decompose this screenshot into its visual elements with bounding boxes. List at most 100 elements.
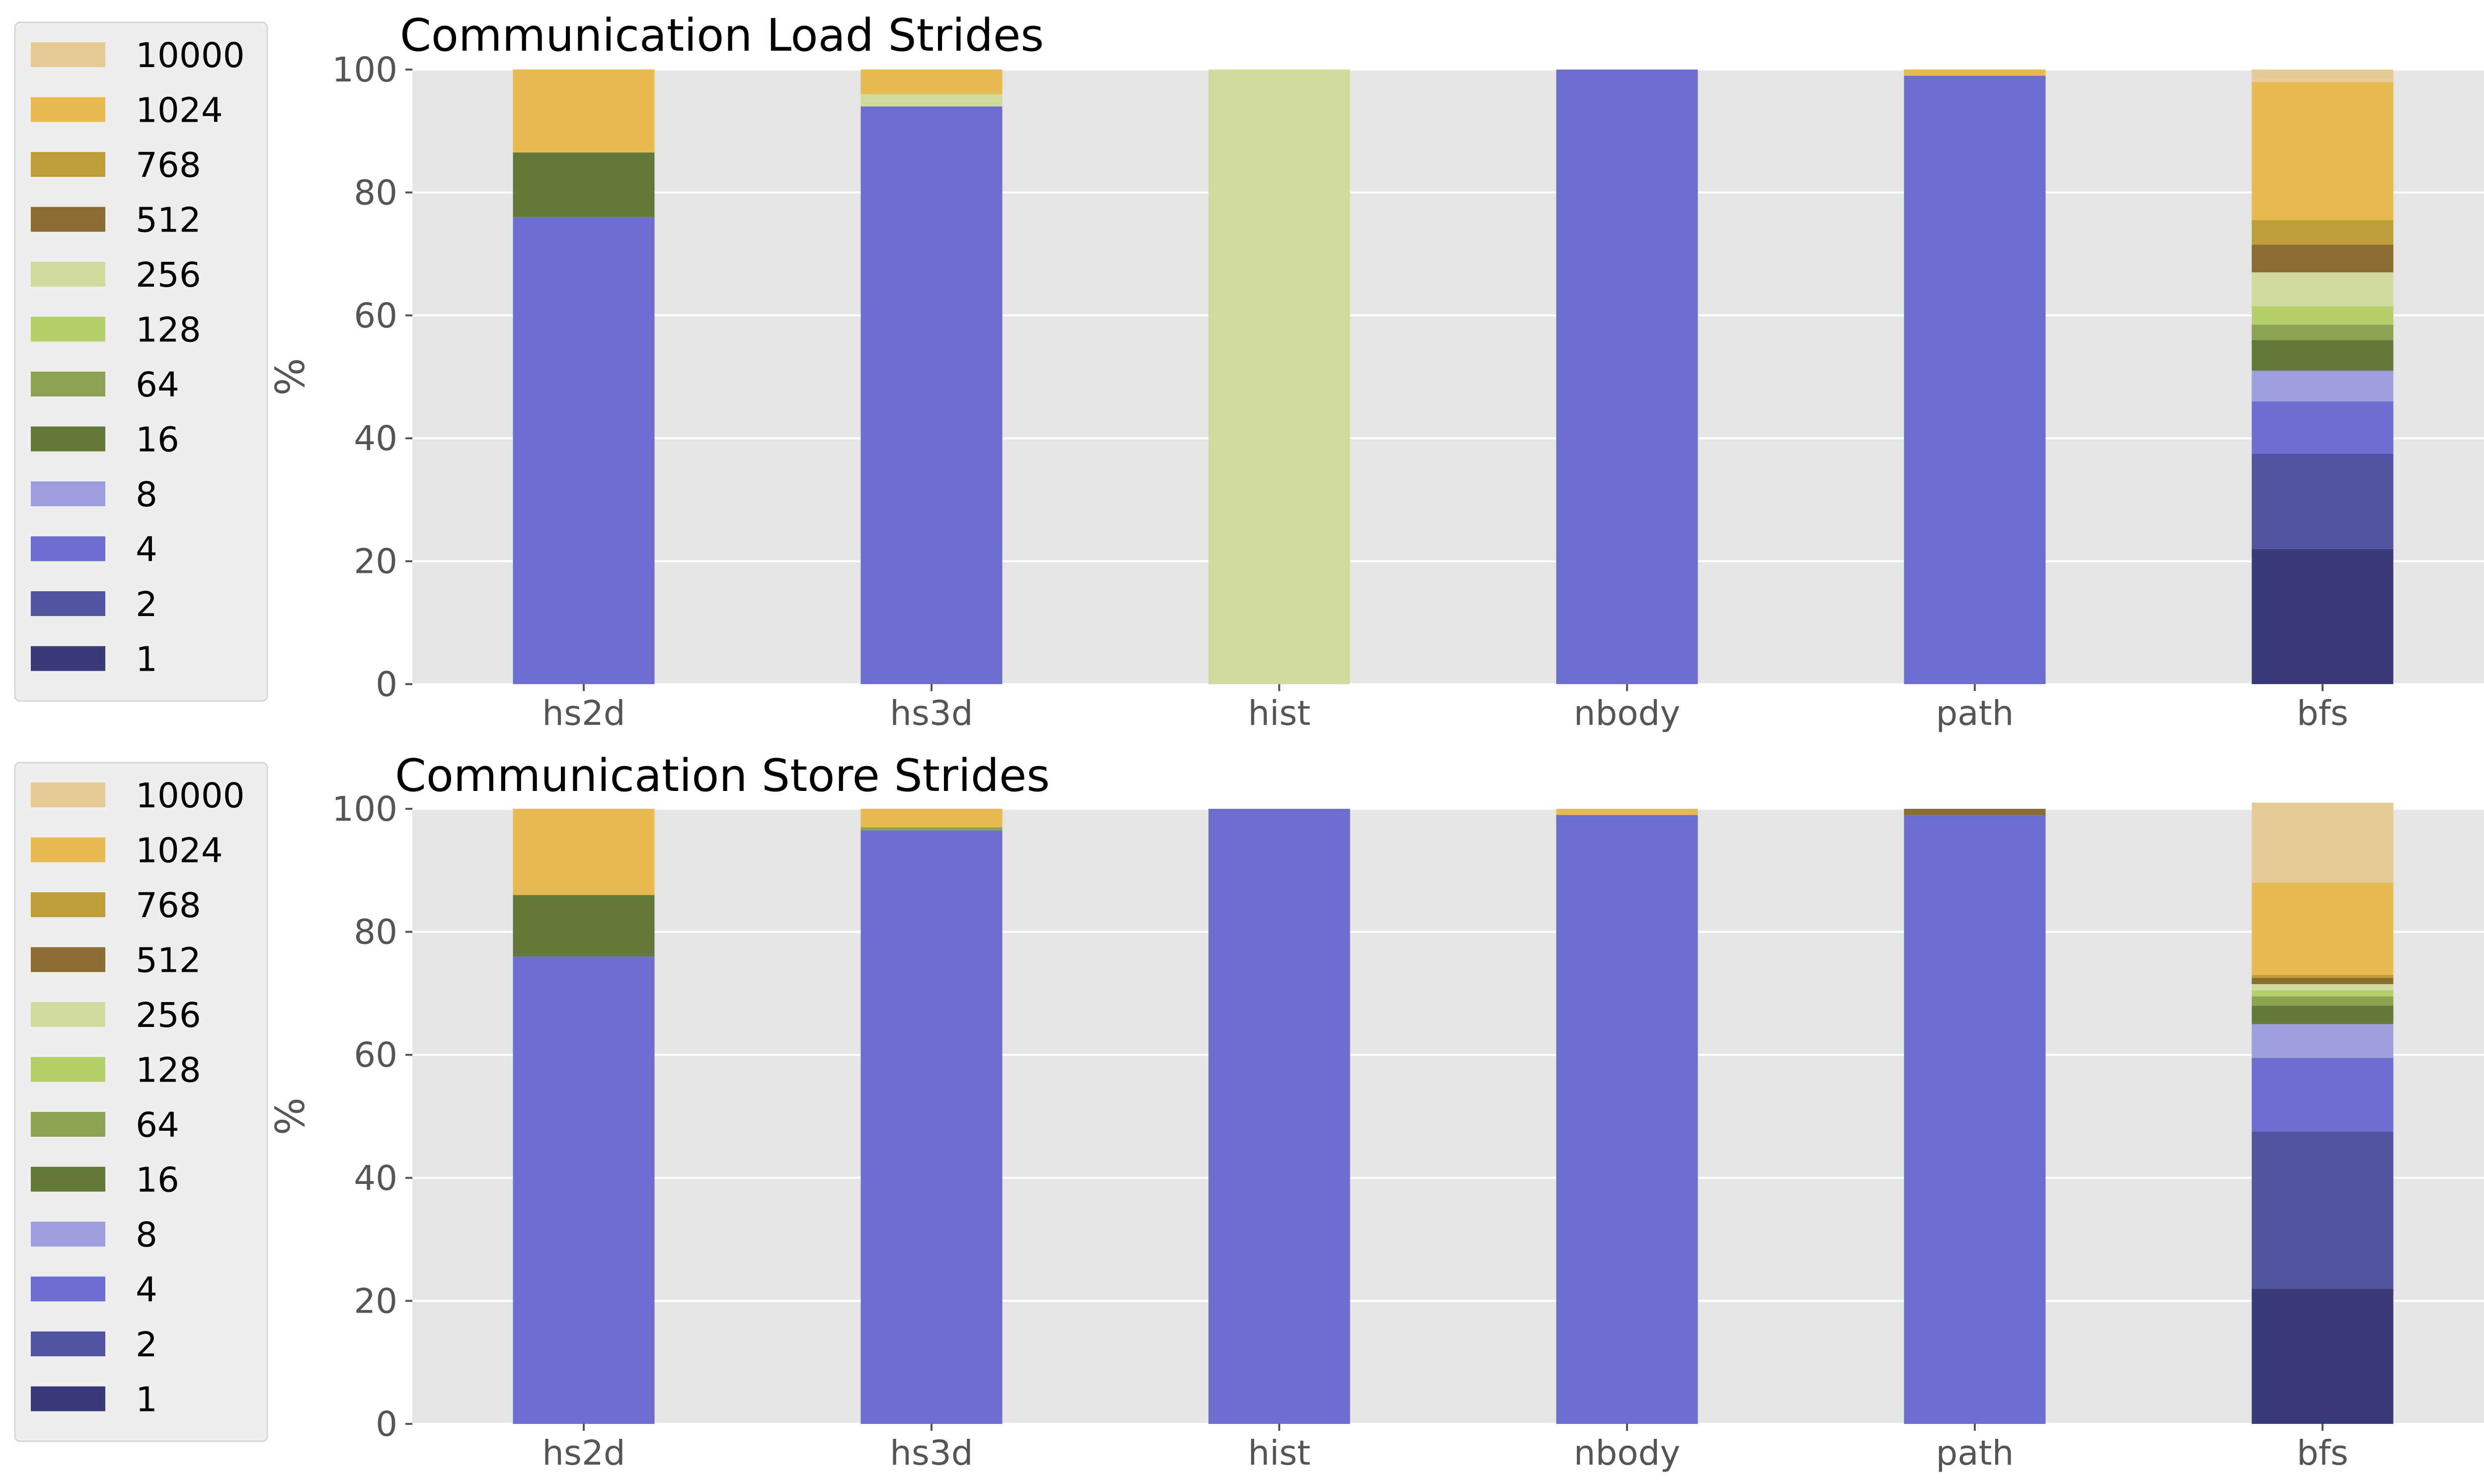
legend-swatch-16 xyxy=(31,1167,105,1192)
bar-segment-bfs-stride-128 xyxy=(2251,990,2394,997)
legend-swatch-64 xyxy=(31,1112,105,1137)
legend-label-1024: 1024 xyxy=(136,831,223,871)
bar-segment-bfs-stride-16 xyxy=(2251,340,2394,371)
legend-swatch-128 xyxy=(31,1057,105,1082)
bar-segment-bfs-stride-2 xyxy=(2251,1131,2394,1289)
legend-swatch-10000 xyxy=(31,782,105,807)
plot-area-load xyxy=(412,70,2484,684)
legend-label-1024: 1024 xyxy=(136,91,223,131)
y-tick-label: 20 xyxy=(354,1281,397,1321)
x-tick-label-hs3d: hs3d xyxy=(890,1433,973,1473)
legend-swatch-2 xyxy=(31,591,105,616)
load-strides-panel: 10000 1024 768 512 256 128 64 16 8 4 2 1 0 20 40 60 80 1… xyxy=(14,9,2484,733)
bar-segment-bfs-stride-256 xyxy=(2251,984,2394,991)
bar-segment-bfs-stride-4 xyxy=(2251,1058,2394,1132)
bar-segment-bfs-stride-10000 xyxy=(2251,70,2394,82)
x-ticks-load: hs2d hs3d hist nbody path bfs xyxy=(542,684,2348,733)
bar-segment-hs3d-stride-256 xyxy=(860,94,1003,107)
y-tick-label: 40 xyxy=(354,1159,397,1198)
legend-label-1: 1 xyxy=(136,1380,157,1420)
bar-segment-hs2d-stride-4 xyxy=(513,956,655,1424)
bar-segment-bfs-stride-128 xyxy=(2251,306,2394,325)
legend-label-2: 2 xyxy=(136,585,157,625)
bar-segment-bfs-stride-1 xyxy=(2251,1288,2394,1424)
bar-segment-hs3d-stride-64 xyxy=(860,827,1003,831)
legend-label-2: 2 xyxy=(136,1325,157,1365)
legend-label-4: 4 xyxy=(136,1270,157,1310)
legend-swatch-2 xyxy=(31,1331,105,1356)
bar-segment-bfs-stride-8 xyxy=(2251,371,2394,401)
bar-segment-hs3d-stride-1024 xyxy=(860,70,1003,94)
bar-segment-hs2d-stride-4 xyxy=(513,217,655,684)
bar-segment-bfs-stride-512 xyxy=(2251,244,2394,273)
legend-label-8: 8 xyxy=(136,475,157,515)
x-ticks-store: hs2d hs3d hist nbody path bfs xyxy=(542,1424,2348,1473)
legend-label-768: 768 xyxy=(136,146,201,185)
legend-swatch-128 xyxy=(31,316,105,342)
x-tick-label-hs2d: hs2d xyxy=(542,694,625,733)
bar-segment-hs3d-stride-1024 xyxy=(860,809,1003,828)
bar-segment-hs2d-stride-1024 xyxy=(513,70,655,153)
y-axis-label-load: % xyxy=(267,358,313,395)
bars-store xyxy=(513,802,2394,1424)
bar-segment-hs2d-stride-1024 xyxy=(513,809,655,895)
legend-swatch-512 xyxy=(31,207,105,232)
y-axis-label-store: % xyxy=(267,1097,313,1135)
bar-segment-hs3d-stride-4 xyxy=(860,830,1003,1424)
legend-swatch-768 xyxy=(31,152,105,177)
bar-segment-bfs-stride-4 xyxy=(2251,401,2394,454)
bar-segment-path-stride-4 xyxy=(1904,76,2046,684)
legend-swatch-1024 xyxy=(31,837,105,862)
bar-segment-nbody-stride-4 xyxy=(1556,815,1698,1424)
x-tick-label-path: path xyxy=(1936,694,2014,733)
x-tick-label-hs2d: hs2d xyxy=(542,1433,625,1473)
legend-swatch-1 xyxy=(31,1386,105,1411)
bar-segment-bfs-stride-2 xyxy=(2251,454,2394,549)
legend-label-16: 16 xyxy=(136,420,179,460)
bar-segment-path-stride-4 xyxy=(1904,815,2046,1424)
x-tick-label-nbody: nbody xyxy=(1574,1433,1680,1473)
legend-label-128: 128 xyxy=(136,311,201,350)
legend-label-512: 512 xyxy=(136,201,201,240)
legend-swatch-4 xyxy=(31,1276,105,1302)
legend-label-768: 768 xyxy=(136,886,201,926)
bar-segment-hist-stride-4 xyxy=(1208,809,1350,1424)
y-tick-label: 60 xyxy=(354,296,397,336)
legend-swatch-8 xyxy=(31,1222,105,1247)
legend-swatch-256 xyxy=(31,1002,105,1027)
legend-swatch-512 xyxy=(31,947,105,972)
bar-segment-bfs-stride-768 xyxy=(2251,975,2394,978)
legend-label-64: 64 xyxy=(136,1105,179,1145)
legend-swatch-768 xyxy=(31,892,105,917)
bar-segment-bfs-stride-256 xyxy=(2251,272,2394,307)
x-tick-label-nbody: nbody xyxy=(1574,694,1680,733)
bar-segment-bfs-stride-8 xyxy=(2251,1024,2394,1058)
chart-title-store: Communication Store Strides xyxy=(395,750,1050,802)
legend-label-10000: 10000 xyxy=(136,776,245,816)
grid-store xyxy=(412,808,2484,1425)
y-ticks-load: 0 20 40 60 80 100 xyxy=(332,50,412,704)
legend-label-8: 8 xyxy=(136,1215,157,1255)
bar-segment-bfs-stride-64 xyxy=(2251,996,2394,1006)
legend-label-256: 256 xyxy=(136,255,201,295)
legend-label-64: 64 xyxy=(136,365,179,405)
legend-swatch-4 xyxy=(31,536,105,561)
chart-title-load: Communication Load Strides xyxy=(400,9,1044,62)
x-tick-label-path: path xyxy=(1936,1433,2014,1473)
legend-frame xyxy=(14,21,268,702)
legend-label-512: 512 xyxy=(136,941,201,981)
y-tick-label: 80 xyxy=(354,913,397,952)
legend-label-10000: 10000 xyxy=(136,36,245,76)
x-tick-label-hist: hist xyxy=(1248,1433,1311,1473)
y-ticks-store: 0 20 40 60 80 100 xyxy=(332,789,412,1444)
legend-label-128: 128 xyxy=(136,1051,201,1091)
grid-load xyxy=(412,69,2484,685)
x-tick-label-bfs: bfs xyxy=(2297,1433,2348,1473)
x-tick-label-bfs: bfs xyxy=(2297,694,2348,733)
bar-segment-bfs-stride-512 xyxy=(2251,978,2394,984)
bar-segment-bfs-stride-1024 xyxy=(2251,81,2394,221)
legend-swatch-8 xyxy=(31,481,105,506)
bar-segment-bfs-stride-16 xyxy=(2251,1006,2394,1024)
legend-box-store: 10000 1024 768 512 256 128 64 16 8 4 2 1 xyxy=(14,762,268,1442)
bar-segment-bfs-stride-10000 xyxy=(2251,802,2394,883)
